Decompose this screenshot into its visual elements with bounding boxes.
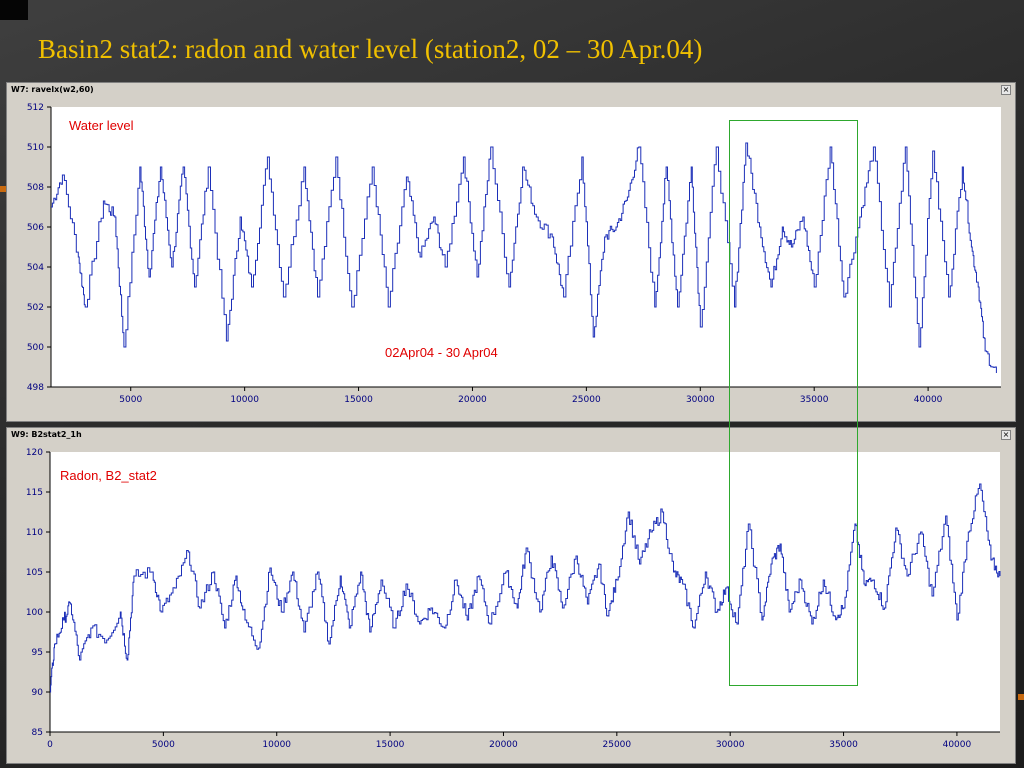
y-tick-label: 120 <box>26 448 43 458</box>
slide-bullet-marker <box>1018 694 1024 700</box>
x-tick-label: 15000 <box>376 740 405 750</box>
water-level-chart: 498 500 502 504 506 508 510 512 5000 10000 15000 20… <box>27 103 1001 405</box>
y-tick-label: 512 <box>27 103 44 113</box>
x-tick-label: 15000 <box>344 395 373 405</box>
x-tick-label: 20000 <box>489 740 518 750</box>
series-line <box>51 142 997 373</box>
slide-bullet-marker <box>0 186 6 192</box>
x-tick-label: 30000 <box>716 740 745 750</box>
y-tick-label: 85 <box>32 728 43 738</box>
series-line <box>50 483 1001 693</box>
x-tick-label: 35000 <box>800 395 829 405</box>
slide-title: Basin2 stat2: radon and water level (sta… <box>38 34 703 64</box>
x-tick-label: 5000 <box>152 740 175 750</box>
x-tick-label: 10000 <box>262 740 291 750</box>
radon-chart: 85 90 95 100 105 110 115 120 0 5000 10000 15000 2000… <box>26 448 1001 750</box>
window-title: W7: ravelx(w2,60) <box>11 85 94 94</box>
y-tick-label: 500 <box>27 343 44 353</box>
y-tick-label: 95 <box>32 648 43 658</box>
close-icon[interactable]: × <box>1001 430 1011 440</box>
x-tick-label: 25000 <box>603 740 632 750</box>
x-tick-label: 30000 <box>686 395 715 405</box>
y-tick-label: 510 <box>27 143 44 153</box>
date-range-annotation: 02Apr04 - 30 Apr04 <box>385 345 498 360</box>
window-title: W9: B2stat2_1h <box>11 430 82 439</box>
y-tick-label: 90 <box>32 688 44 698</box>
y-tick-label: 100 <box>26 608 43 618</box>
x-tick-label: 10000 <box>230 395 259 405</box>
x-tick-label: 5000 <box>119 395 142 405</box>
radon-window: W9: B2stat2_1h × 85 90 95 100 105 110 115 120 0 5… <box>6 427 1016 764</box>
plot-area <box>50 452 1000 732</box>
water-level-window: W7: ravelx(w2,60) × 498 500 502 504 506 508 51… <box>6 82 1016 422</box>
y-tick-label: 506 <box>27 223 44 233</box>
x-tick-label: 0 <box>47 740 53 750</box>
y-tick-label: 115 <box>26 488 43 498</box>
slide-corner-mark <box>0 0 28 20</box>
y-tick-label: 105 <box>26 568 43 578</box>
x-tick-label: 25000 <box>572 395 601 405</box>
y-tick-label: 110 <box>26 528 43 538</box>
y-tick-label: 502 <box>27 303 44 313</box>
x-tick-label: 35000 <box>829 740 858 750</box>
x-tick-label: 20000 <box>458 395 487 405</box>
x-tick-label: 40000 <box>943 740 972 750</box>
y-tick-label: 504 <box>27 263 44 273</box>
close-icon[interactable]: × <box>1001 85 1011 95</box>
y-tick-label: 508 <box>27 183 44 193</box>
chart-title: Water level <box>69 118 134 133</box>
y-tick-label: 498 <box>27 383 44 393</box>
chart-title: Radon, B2_stat2 <box>60 468 157 483</box>
plot-area <box>51 107 1001 387</box>
x-tick-label: 40000 <box>914 395 943 405</box>
